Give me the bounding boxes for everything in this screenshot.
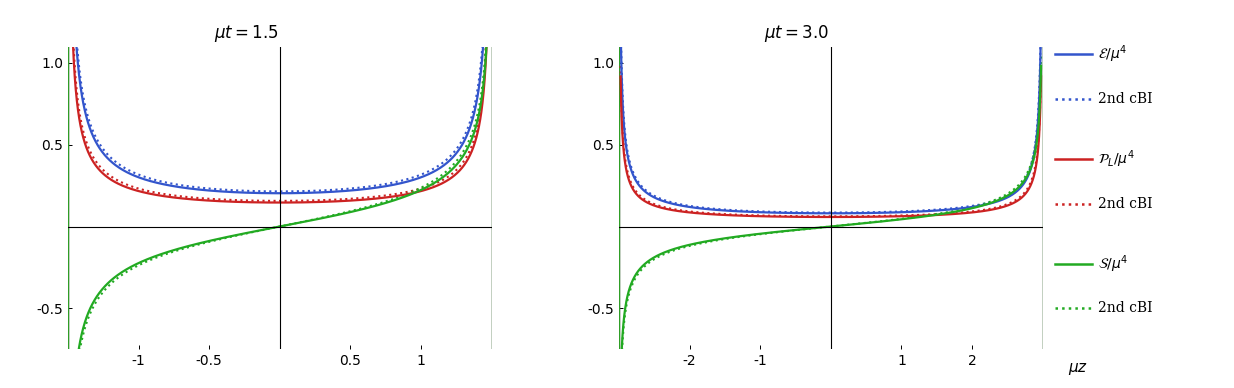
Text: 2nd cBI: 2nd cBI — [1098, 301, 1153, 315]
Text: $\mu z$: $\mu z$ — [1069, 361, 1088, 377]
Title: $\mu t = 1.5$: $\mu t = 1.5$ — [213, 23, 278, 44]
Text: $\mathcal{P}_L/\mu^4$: $\mathcal{P}_L/\mu^4$ — [1098, 148, 1135, 170]
Text: 2nd cBI: 2nd cBI — [1098, 197, 1153, 211]
Text: $\mathcal{S}/\mu^4$: $\mathcal{S}/\mu^4$ — [1098, 253, 1129, 275]
Text: $\mathcal{E}/\mu^4$: $\mathcal{E}/\mu^4$ — [1098, 43, 1128, 65]
Text: 2nd cBI: 2nd cBI — [1098, 92, 1153, 106]
Title: $\mu t = 3.0$: $\mu t = 3.0$ — [764, 23, 829, 44]
